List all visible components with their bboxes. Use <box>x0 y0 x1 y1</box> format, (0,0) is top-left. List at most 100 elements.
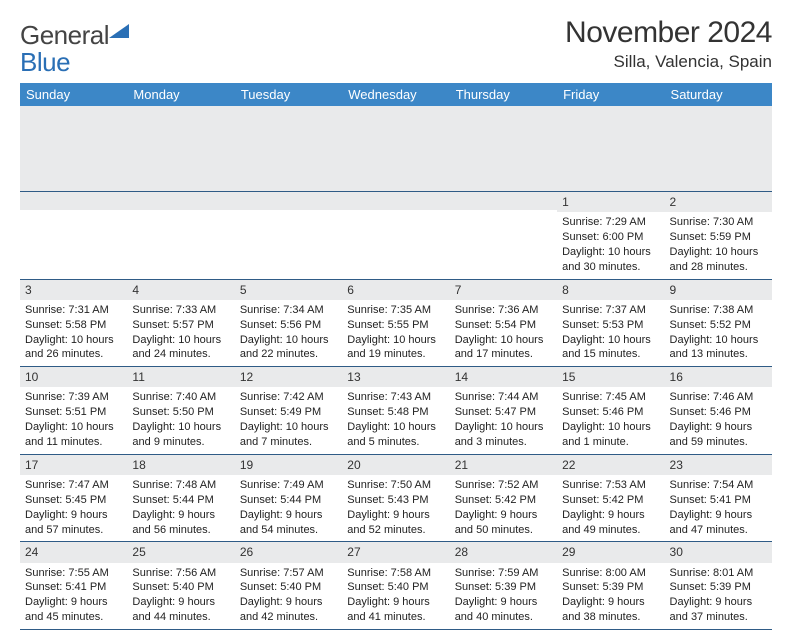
sunrise-text: Sunrise: 7:33 AM <box>132 303 229 318</box>
calendar-cell: 15Sunrise: 7:45 AMSunset: 5:46 PMDayligh… <box>557 367 664 455</box>
calendar-week-row: 17Sunrise: 7:47 AMSunset: 5:45 PMDayligh… <box>20 454 772 542</box>
logo-word-2: Blue <box>20 47 70 77</box>
calendar-week-row: 10Sunrise: 7:39 AMSunset: 5:51 PMDayligh… <box>20 367 772 455</box>
daylight-text: Daylight: 10 hours and 9 minutes. <box>132 420 229 450</box>
day-body: Sunrise: 7:55 AMSunset: 5:41 PMDaylight:… <box>20 563 127 629</box>
sunset-text: Sunset: 5:56 PM <box>240 318 337 333</box>
sunrise-text: Sunrise: 7:37 AM <box>562 303 659 318</box>
sunset-text: Sunset: 5:41 PM <box>25 580 122 595</box>
day-number: 29 <box>557 542 664 562</box>
sunrise-text: Sunrise: 7:45 AM <box>562 390 659 405</box>
sunrise-text: Sunrise: 7:48 AM <box>132 478 229 493</box>
day-body: Sunrise: 7:50 AMSunset: 5:43 PMDaylight:… <box>342 475 449 541</box>
weekday-header: Wednesday <box>342 83 449 106</box>
calendar-cell: 26Sunrise: 7:57 AMSunset: 5:40 PMDayligh… <box>235 542 342 630</box>
calendar-body: 1Sunrise: 7:29 AMSunset: 6:00 PMDaylight… <box>20 106 772 630</box>
day-body: Sunrise: 7:53 AMSunset: 5:42 PMDaylight:… <box>557 475 664 541</box>
sunset-text: Sunset: 5:49 PM <box>240 405 337 420</box>
sunrise-text: Sunrise: 7:36 AM <box>455 303 552 318</box>
sunrise-text: Sunrise: 7:29 AM <box>562 215 659 230</box>
day-number: 4 <box>127 280 234 300</box>
daylight-text: Daylight: 10 hours and 15 minutes. <box>562 333 659 363</box>
day-number: 23 <box>665 455 772 475</box>
daylight-text: Daylight: 9 hours and 45 minutes. <box>25 595 122 625</box>
daylight-text: Daylight: 9 hours and 44 minutes. <box>132 595 229 625</box>
daylight-text: Daylight: 9 hours and 38 minutes. <box>562 595 659 625</box>
sunrise-text: Sunrise: 7:55 AM <box>25 566 122 581</box>
calendar-cell <box>20 192 127 280</box>
sunrise-text: Sunrise: 8:01 AM <box>670 566 767 581</box>
sunrise-text: Sunrise: 8:00 AM <box>562 566 659 581</box>
calendar-cell: 19Sunrise: 7:49 AMSunset: 5:44 PMDayligh… <box>235 454 342 542</box>
day-number: 6 <box>342 280 449 300</box>
day-number: 9 <box>665 280 772 300</box>
daylight-text: Daylight: 10 hours and 22 minutes. <box>240 333 337 363</box>
daylight-text: Daylight: 9 hours and 37 minutes. <box>670 595 767 625</box>
day-number: 3 <box>20 280 127 300</box>
daylight-text: Daylight: 10 hours and 11 minutes. <box>25 420 122 450</box>
weekday-header: Sunday <box>20 83 127 106</box>
sunset-text: Sunset: 5:57 PM <box>132 318 229 333</box>
sunset-text: Sunset: 6:00 PM <box>562 230 659 245</box>
calendar-cell: 14Sunrise: 7:44 AMSunset: 5:47 PMDayligh… <box>450 367 557 455</box>
day-number: 21 <box>450 455 557 475</box>
day-body: Sunrise: 7:56 AMSunset: 5:40 PMDaylight:… <box>127 563 234 629</box>
day-body: Sunrise: 7:30 AMSunset: 5:59 PMDaylight:… <box>665 212 772 278</box>
sunset-text: Sunset: 5:51 PM <box>25 405 122 420</box>
sunset-text: Sunset: 5:39 PM <box>562 580 659 595</box>
sunset-text: Sunset: 5:44 PM <box>240 493 337 508</box>
sunset-text: Sunset: 5:40 PM <box>347 580 444 595</box>
calendar-cell: 21Sunrise: 7:52 AMSunset: 5:42 PMDayligh… <box>450 454 557 542</box>
calendar-cell: 27Sunrise: 7:58 AMSunset: 5:40 PMDayligh… <box>342 542 449 630</box>
weekday-header: Monday <box>127 83 234 106</box>
daylight-text: Daylight: 9 hours and 42 minutes. <box>240 595 337 625</box>
day-number: 7 <box>450 280 557 300</box>
sunset-text: Sunset: 5:46 PM <box>562 405 659 420</box>
sunset-text: Sunset: 5:54 PM <box>455 318 552 333</box>
sunrise-text: Sunrise: 7:42 AM <box>240 390 337 405</box>
sunrise-text: Sunrise: 7:57 AM <box>240 566 337 581</box>
day-body: Sunrise: 7:59 AMSunset: 5:39 PMDaylight:… <box>450 563 557 629</box>
calendar-cell <box>127 192 234 280</box>
day-number: 2 <box>665 192 772 212</box>
sunrise-text: Sunrise: 7:49 AM <box>240 478 337 493</box>
calendar-cell: 28Sunrise: 7:59 AMSunset: 5:39 PMDayligh… <box>450 542 557 630</box>
calendar-cell: 10Sunrise: 7:39 AMSunset: 5:51 PMDayligh… <box>20 367 127 455</box>
sunrise-text: Sunrise: 7:53 AM <box>562 478 659 493</box>
day-body: Sunrise: 7:35 AMSunset: 5:55 PMDaylight:… <box>342 300 449 366</box>
calendar-cell <box>342 192 449 280</box>
day-number: 8 <box>557 280 664 300</box>
weekday-header: Thursday <box>450 83 557 106</box>
day-number: 15 <box>557 367 664 387</box>
day-body: Sunrise: 7:29 AMSunset: 6:00 PMDaylight:… <box>557 212 664 278</box>
day-number <box>342 192 449 210</box>
day-number: 19 <box>235 455 342 475</box>
sunset-text: Sunset: 5:50 PM <box>132 405 229 420</box>
sunset-text: Sunset: 5:58 PM <box>25 318 122 333</box>
calendar-cell: 1Sunrise: 7:29 AMSunset: 6:00 PMDaylight… <box>557 192 664 280</box>
calendar-cell: 22Sunrise: 7:53 AMSunset: 5:42 PMDayligh… <box>557 454 664 542</box>
day-number: 30 <box>665 542 772 562</box>
weekday-header: Saturday <box>665 83 772 106</box>
daylight-text: Daylight: 10 hours and 13 minutes. <box>670 333 767 363</box>
calendar-cell: 25Sunrise: 7:56 AMSunset: 5:40 PMDayligh… <box>127 542 234 630</box>
day-body: Sunrise: 7:57 AMSunset: 5:40 PMDaylight:… <box>235 563 342 629</box>
day-body: Sunrise: 7:52 AMSunset: 5:42 PMDaylight:… <box>450 475 557 541</box>
calendar-header-row: Sunday Monday Tuesday Wednesday Thursday… <box>20 83 772 106</box>
day-body: Sunrise: 7:45 AMSunset: 5:46 PMDaylight:… <box>557 387 664 453</box>
daylight-text: Daylight: 10 hours and 30 minutes. <box>562 245 659 275</box>
day-number: 12 <box>235 367 342 387</box>
day-body: Sunrise: 7:58 AMSunset: 5:40 PMDaylight:… <box>342 563 449 629</box>
daylight-text: Daylight: 9 hours and 50 minutes. <box>455 508 552 538</box>
sunrise-text: Sunrise: 7:31 AM <box>25 303 122 318</box>
day-number: 17 <box>20 455 127 475</box>
calendar-cell: 7Sunrise: 7:36 AMSunset: 5:54 PMDaylight… <box>450 279 557 367</box>
calendar-cell: 3Sunrise: 7:31 AMSunset: 5:58 PMDaylight… <box>20 279 127 367</box>
day-number: 22 <box>557 455 664 475</box>
calendar-cell: 12Sunrise: 7:42 AMSunset: 5:49 PMDayligh… <box>235 367 342 455</box>
day-number <box>127 192 234 210</box>
day-number: 26 <box>235 542 342 562</box>
calendar-cell: 18Sunrise: 7:48 AMSunset: 5:44 PMDayligh… <box>127 454 234 542</box>
daylight-text: Daylight: 10 hours and 1 minute. <box>562 420 659 450</box>
daylight-text: Daylight: 9 hours and 57 minutes. <box>25 508 122 538</box>
